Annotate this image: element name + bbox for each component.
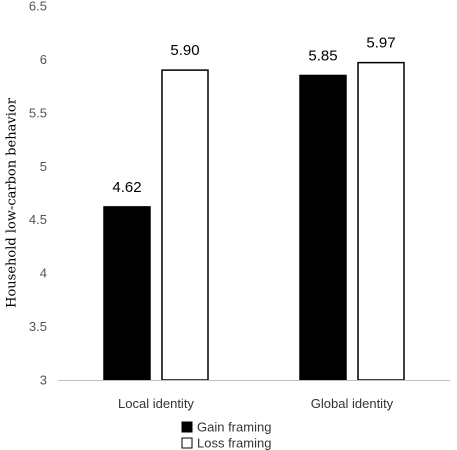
data-label: 4.62 <box>112 179 141 196</box>
y-tick-label: 3 <box>40 373 47 388</box>
bar-gain-global <box>299 74 347 381</box>
category-label: Local identity <box>118 396 194 411</box>
y-tick-label: 6.5 <box>29 0 47 14</box>
y-axis-label: Household low-carbon behavior <box>5 97 20 308</box>
legend-swatch <box>181 421 193 433</box>
data-label: 5.85 <box>308 47 337 64</box>
bar-gain-local <box>103 206 151 381</box>
data-label: 5.97 <box>366 35 395 52</box>
bar-loss-global <box>357 61 405 381</box>
bars <box>103 61 405 381</box>
category-labels: Local identity Global identity <box>118 396 394 411</box>
y-tick-label: 6 <box>40 52 47 67</box>
y-tick-label: 3.5 <box>29 319 47 334</box>
legend-swatch <box>181 437 193 449</box>
data-labels: 4.62 5.90 5.85 5.97 <box>112 35 395 196</box>
y-tick-label: 5.5 <box>29 105 47 120</box>
legend-label: Gain framing <box>197 420 271 435</box>
bar-loss-local <box>161 69 209 381</box>
legend-label: Loss framing <box>197 436 271 450</box>
y-tick-label: 4.5 <box>29 212 47 227</box>
y-tick-label: 5 <box>40 159 47 174</box>
data-label: 5.90 <box>170 42 199 59</box>
y-axis-ticks: 3 3.5 4 4.5 5 5.5 6 6.5 <box>29 0 47 388</box>
category-label: Global identity <box>311 396 394 411</box>
y-tick-label: 4 <box>40 266 47 281</box>
